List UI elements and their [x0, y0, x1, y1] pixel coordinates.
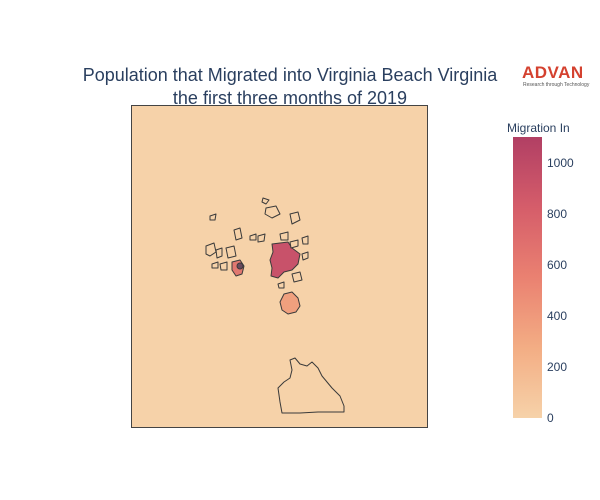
small-region[interactable] [261, 197, 270, 205]
region-dot[interactable] [236, 262, 244, 270]
title-line-2: the first three months of 2019 [172, 88, 408, 108]
map-plot-area[interactable] [131, 105, 428, 428]
small-region[interactable] [249, 233, 257, 241]
small-region[interactable] [279, 231, 289, 241]
small-region[interactable] [211, 261, 219, 269]
small-region[interactable] [225, 245, 237, 259]
small-region[interactable] [277, 281, 285, 289]
small-region[interactable] [289, 211, 301, 225]
colorbar [513, 137, 542, 418]
small-region[interactable] [291, 271, 303, 283]
region-main[interactable] [269, 241, 301, 279]
small-region[interactable] [289, 239, 299, 249]
small-region[interactable] [219, 261, 228, 271]
colorbar-tick: 0 [547, 411, 554, 425]
small-region[interactable] [215, 247, 223, 259]
chart-title: Population that Migrated into Virginia B… [40, 64, 540, 110]
colorbar-title: Migration In [507, 121, 570, 135]
advan-logo: ADVAN Research through Technology [522, 63, 598, 89]
brand-tagline: Research through Technology [523, 82, 590, 88]
colorbar-tick: 600 [547, 257, 568, 272]
small-region[interactable] [209, 213, 217, 221]
small-region[interactable] [257, 233, 266, 243]
small-region[interactable] [301, 235, 309, 245]
small-region[interactable] [233, 227, 243, 241]
colorbar-tick: 1000 [547, 155, 574, 170]
region-south[interactable] [279, 291, 301, 315]
colorbar-tick: 400 [547, 308, 568, 323]
title-line-1: Population that Migrated into Virginia B… [82, 65, 498, 85]
map-svg [205, 197, 345, 414]
region-southeast[interactable] [277, 357, 345, 414]
small-regions [205, 197, 309, 289]
colorbar-tick: 200 [547, 359, 568, 374]
small-region[interactable] [264, 205, 281, 219]
small-region[interactable] [205, 242, 217, 257]
brand-name: ADVAN [522, 63, 584, 82]
colorbar-tick: 800 [547, 206, 568, 221]
small-region[interactable] [301, 251, 309, 261]
